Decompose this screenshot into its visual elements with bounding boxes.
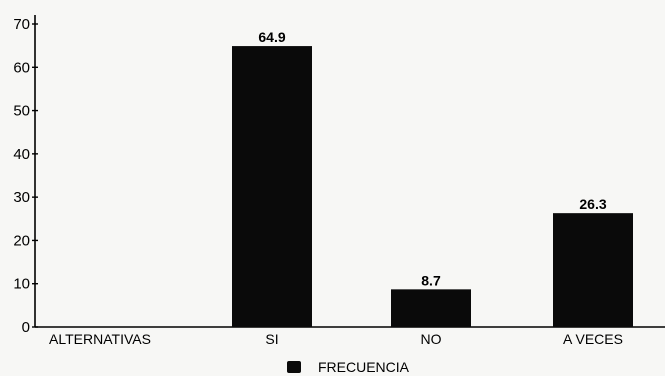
y-tick-label: 60 [13, 59, 30, 76]
data-label: 26.3 [579, 196, 606, 212]
y-tick-label: 10 [13, 276, 30, 293]
x-tick-label: NO [421, 331, 442, 347]
y-tick-label: 50 [13, 103, 30, 120]
category-labels: ALTERNATIVAS SI NO A VECES [49, 331, 623, 347]
y-tick-label: 70 [13, 16, 30, 33]
bar-no [391, 289, 471, 327]
data-label: 8.7 [421, 272, 441, 288]
x-tick-label: A VECES [563, 331, 623, 347]
data-label: 64.9 [258, 29, 285, 45]
legend-label: FRECUENCIA [318, 359, 410, 375]
y-tick-label: 40 [13, 146, 30, 163]
y-ticks: 0 10 20 30 40 50 60 70 [13, 16, 38, 336]
bar-si [232, 46, 312, 327]
x-tick-label: ALTERNATIVAS [49, 331, 151, 347]
y-tick-label: 30 [13, 189, 30, 206]
y-tick-label: 20 [13, 232, 30, 249]
legend: FRECUENCIA [287, 359, 410, 375]
legend-swatch [287, 361, 301, 373]
bar-a-veces [553, 213, 633, 327]
x-tick-label: SI [265, 331, 278, 347]
bars [232, 46, 633, 327]
y-tick-label: 0 [22, 319, 30, 336]
value-labels: 64.9 8.7 26.3 [258, 29, 606, 288]
